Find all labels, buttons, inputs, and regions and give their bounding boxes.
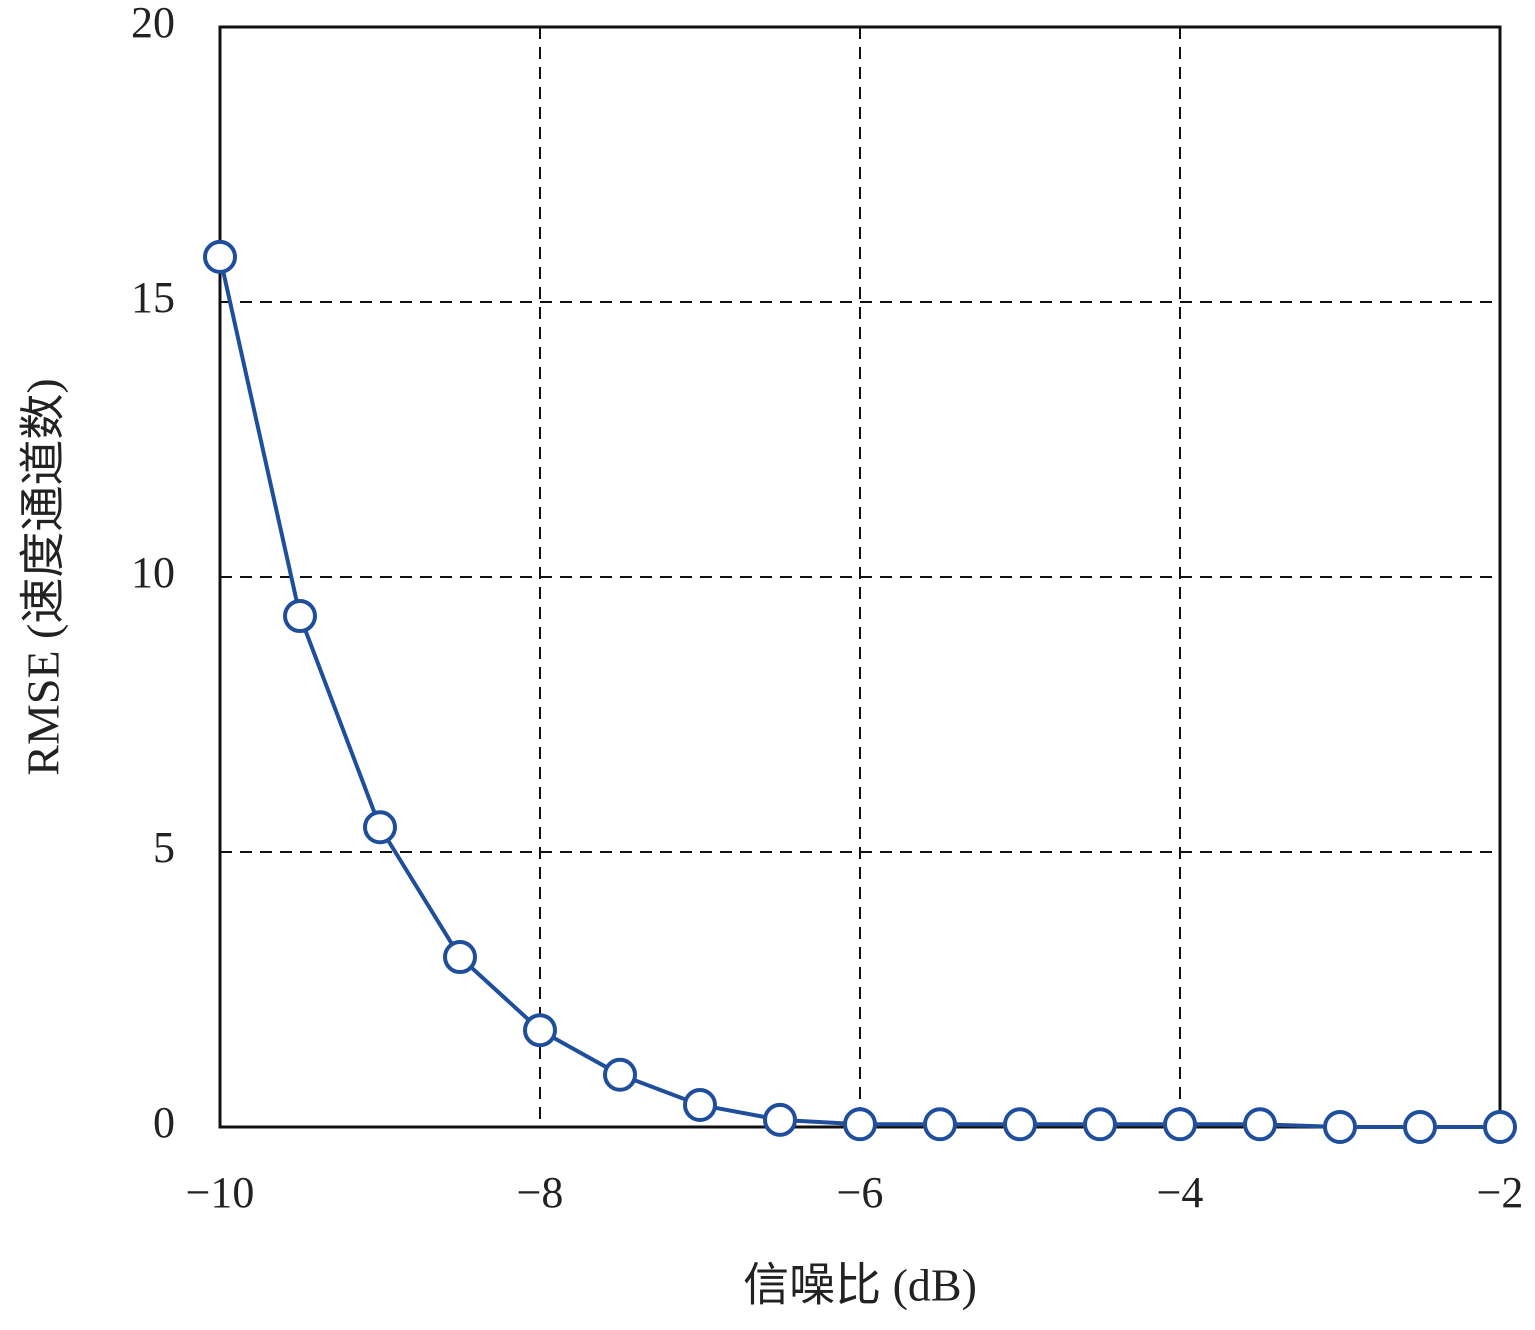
marker [363, 810, 397, 845]
marker [1083, 1107, 1117, 1142]
x-tick-label: −10 [186, 1168, 255, 1217]
marker [1403, 1110, 1437, 1144]
x-tick-label: −2 [1477, 1168, 1524, 1217]
marker [283, 599, 317, 634]
marker [763, 1102, 797, 1137]
x-axis-label: 信噪比 (dB) [743, 1260, 977, 1311]
marker [843, 1107, 877, 1142]
marker [203, 239, 237, 274]
x-tick-label: −8 [517, 1168, 564, 1217]
marker [523, 1013, 557, 1048]
y-axis-label: RMSE (速度通道数) [18, 378, 69, 775]
marker [1003, 1107, 1037, 1142]
marker [443, 940, 477, 975]
y-tick-label: 20 [131, 0, 175, 47]
marker [1163, 1107, 1197, 1142]
y-tick-label: 10 [131, 548, 175, 597]
y-tick-label: 5 [153, 823, 175, 872]
marker [1483, 1110, 1517, 1144]
x-tick-label: −4 [1157, 1168, 1204, 1217]
marker [923, 1107, 957, 1142]
marker [1323, 1110, 1357, 1144]
marker [1243, 1107, 1277, 1142]
marker [683, 1088, 717, 1122]
marker [603, 1057, 637, 1092]
y-tick-label: 0 [153, 1098, 175, 1147]
y-tick-label: 15 [131, 273, 175, 322]
x-tick-label: −6 [837, 1168, 884, 1217]
